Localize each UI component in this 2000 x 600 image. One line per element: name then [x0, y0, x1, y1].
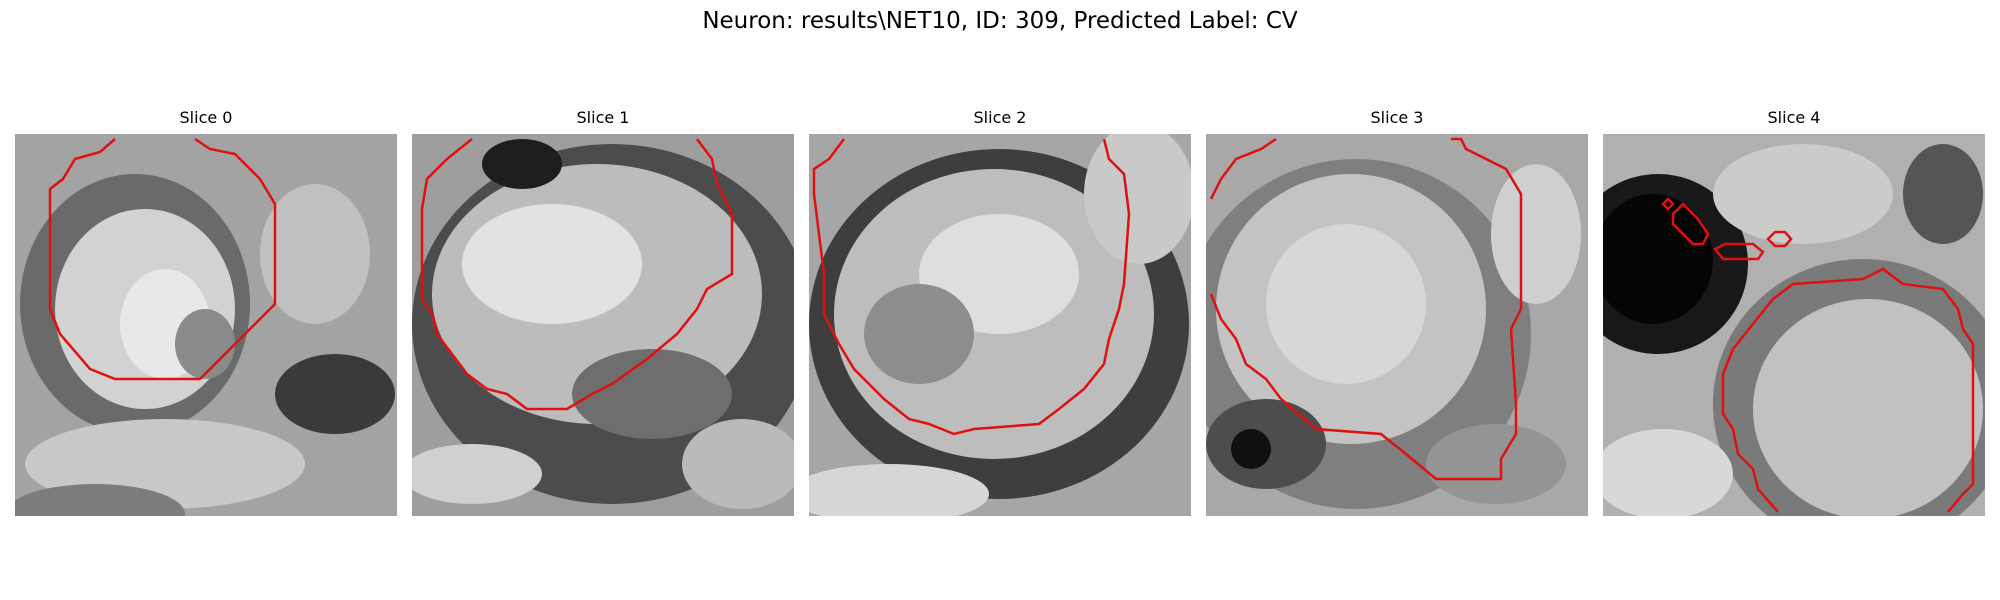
contour-line: [420, 138, 734, 411]
slice-panel-0: Slice 0: [15, 108, 397, 516]
texture-blobs: [1206, 159, 1581, 509]
texture-blobs: [1603, 144, 1985, 516]
slice-title-1: Slice 1: [576, 108, 630, 127]
contour-loop: [1766, 230, 1793, 248]
slice-title-4: Slice 4: [1767, 108, 1821, 127]
texture-blobs: [412, 139, 794, 509]
slice-image-1: [412, 134, 794, 516]
contour-line: [1721, 267, 1975, 513]
contour-line: [812, 138, 1131, 436]
slice-title-3: Slice 3: [1370, 108, 1424, 127]
slice-image-0: [15, 134, 397, 516]
contour-loop: [1671, 202, 1710, 246]
contour-line: [1209, 137, 1277, 200]
contour-loop: [1713, 242, 1765, 261]
contour-line: [1209, 137, 1523, 481]
texture-blobs: [15, 174, 395, 516]
slice-panel-3: Slice 3: [1206, 108, 1588, 516]
slice-image-3: [1206, 134, 1588, 516]
slice-panel-1: Slice 1: [412, 108, 794, 516]
slice-title-2: Slice 2: [973, 108, 1027, 127]
figure-title: Neuron: results\NET10, ID: 309, Predicte…: [702, 8, 1298, 34]
contour-loop: [1661, 197, 1675, 211]
slice-title-0: Slice 0: [179, 108, 233, 127]
slice-image-2: [809, 134, 1191, 516]
slice-image-4: [1603, 134, 1985, 516]
contour-line: [48, 137, 277, 381]
texture-blobs: [809, 134, 1191, 516]
slice-panel-4: Slice 4: [1603, 108, 1985, 516]
slice-panel-2: Slice 2: [809, 108, 1191, 516]
